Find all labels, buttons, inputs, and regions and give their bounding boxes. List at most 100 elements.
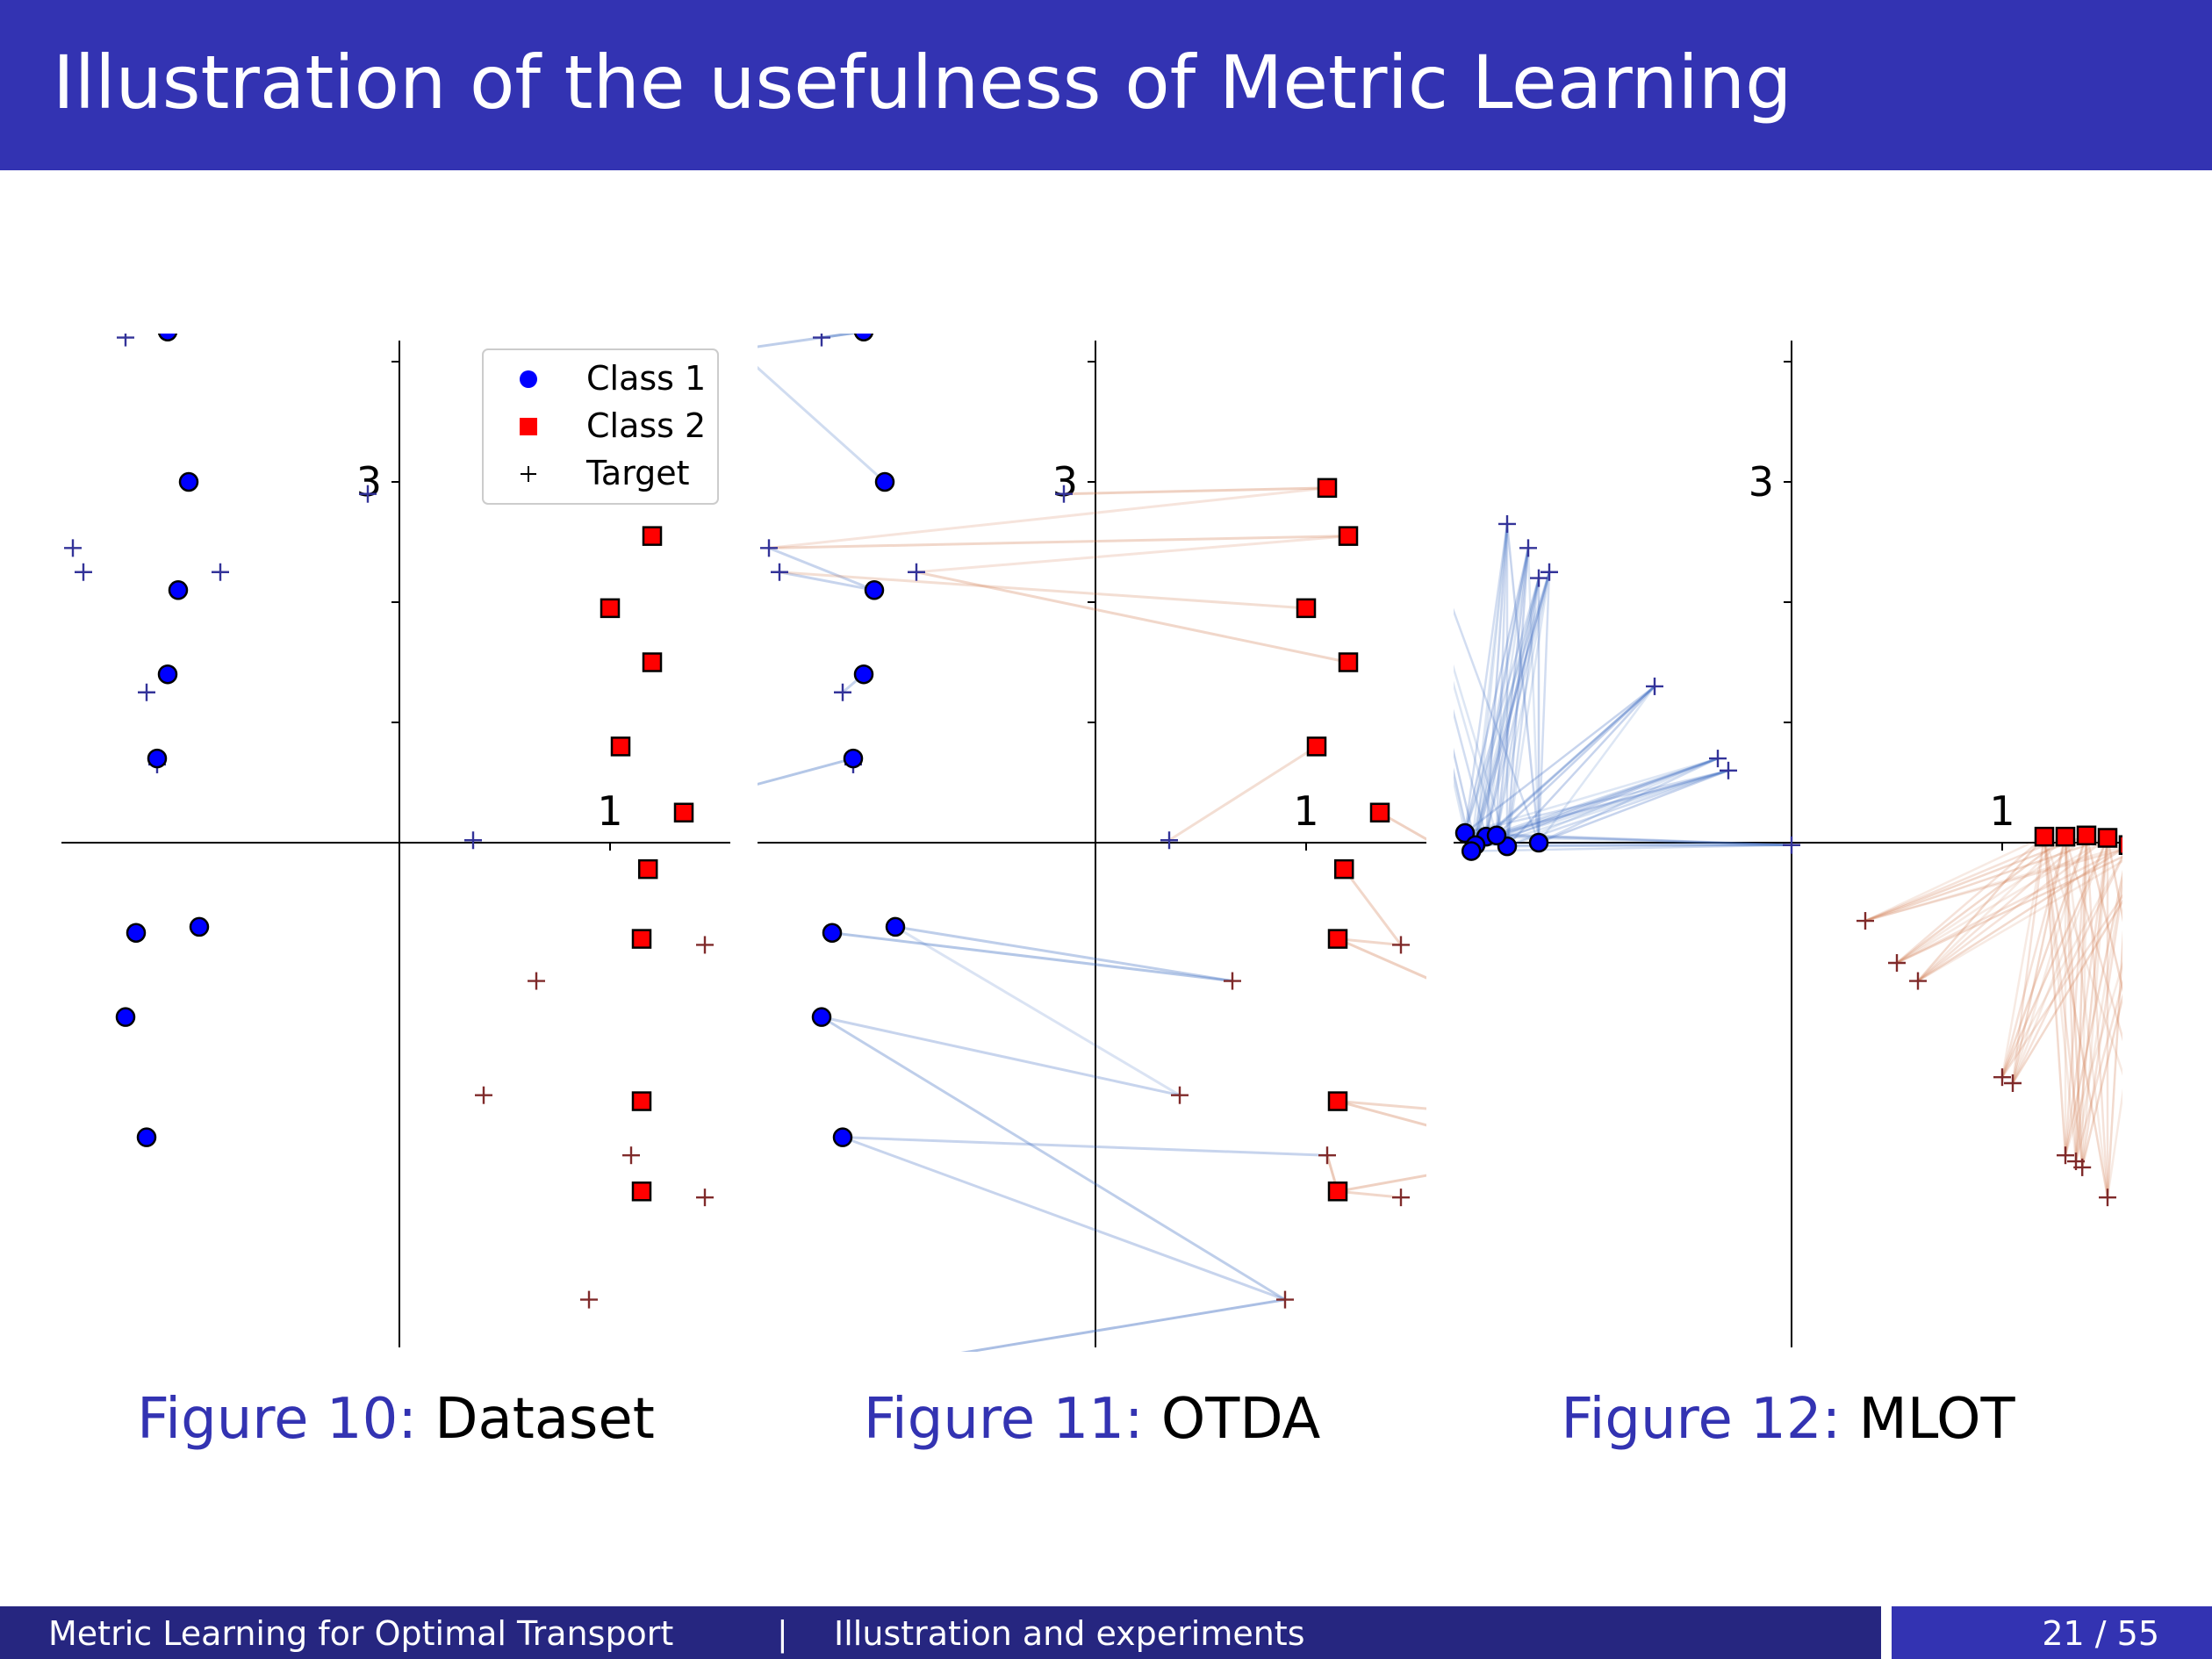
y-tick-label: 3 xyxy=(356,458,382,506)
caption-figure-10: Figure 10: Dataset xyxy=(61,1387,730,1452)
transport-link xyxy=(1864,845,2122,923)
transport-link xyxy=(768,546,875,592)
target-point xyxy=(1720,761,1737,779)
transport-link xyxy=(1471,844,1792,852)
target-point xyxy=(1498,514,1516,533)
class1-point xyxy=(1528,832,1549,853)
target-point xyxy=(1160,831,1178,850)
legend-class2-label: Class 2 xyxy=(586,406,706,445)
target-point xyxy=(117,334,134,347)
target-point xyxy=(1646,677,1663,695)
transport-link xyxy=(1168,745,1318,842)
target-point xyxy=(1224,972,1241,990)
transport-link xyxy=(1864,836,2045,923)
transport-link xyxy=(1495,571,1551,837)
transport-link xyxy=(1337,1100,1426,1110)
footer-right-bar: 21 / 55 xyxy=(1892,1606,2212,1659)
transport-link xyxy=(1474,578,1540,846)
transport-link xyxy=(821,1016,1181,1097)
transport-link xyxy=(1454,607,1540,844)
transport-link xyxy=(1485,685,1655,838)
transport-link xyxy=(1337,937,1402,946)
transport-link xyxy=(2085,835,2109,1198)
target-point xyxy=(1888,954,1906,972)
class1-point xyxy=(832,1127,853,1147)
transport-link xyxy=(1474,548,1530,845)
transport-link xyxy=(1454,680,1498,837)
transport-link xyxy=(758,757,854,786)
class1-point xyxy=(811,1007,832,1027)
transport-link xyxy=(1469,548,1530,851)
transport-link xyxy=(1506,769,1729,848)
target-point xyxy=(1540,563,1558,581)
transport-link xyxy=(2011,837,2109,1084)
class2-point xyxy=(637,858,658,880)
class2-point xyxy=(1338,652,1359,672)
legend: Class 1 Class 2 Target xyxy=(482,348,719,505)
transport-link xyxy=(1864,834,2087,923)
transport-link xyxy=(1337,937,1426,980)
caption-label: Figure 11: xyxy=(863,1387,1144,1452)
transport-link xyxy=(2000,836,2067,1078)
target-point xyxy=(1993,1068,2011,1087)
caption-label: Figure 10: xyxy=(137,1387,417,1452)
transport-link xyxy=(2064,835,2088,1156)
transport-link xyxy=(1538,757,1719,844)
figure-dataset-plot: 3 1 Class 1 Class 2 Target xyxy=(61,334,730,1352)
legend-target-label: Target xyxy=(585,454,690,492)
transport-link xyxy=(1896,846,2122,965)
class2-point xyxy=(2097,828,2118,848)
transport-link xyxy=(2074,835,2088,1162)
class1-point xyxy=(178,471,199,492)
target-point xyxy=(1530,569,1548,587)
class1-point xyxy=(864,580,885,600)
target-point xyxy=(475,1086,492,1104)
class1-point xyxy=(189,916,210,937)
transport-link xyxy=(1469,571,1551,851)
class1-point xyxy=(822,923,843,943)
class2-point xyxy=(2076,825,2097,846)
class1-point xyxy=(126,923,147,943)
class1-point xyxy=(874,471,895,492)
transport-link xyxy=(1454,664,1509,847)
class1-point xyxy=(136,1127,157,1147)
transport-link xyxy=(2011,836,2046,1084)
transport-link xyxy=(2000,837,2109,1078)
transport-link xyxy=(2064,960,2122,1156)
class1-point xyxy=(1461,841,1482,861)
transport-link xyxy=(1484,523,1509,837)
transport-link xyxy=(1506,757,1719,848)
caption-name: Dataset xyxy=(434,1387,655,1452)
transport-link xyxy=(1537,686,1656,844)
class2-point xyxy=(673,802,694,822)
transport-link xyxy=(1537,571,1551,844)
transport-link xyxy=(758,334,859,348)
target-point xyxy=(2073,1158,2092,1176)
class2-point xyxy=(631,929,652,949)
transport-link xyxy=(2011,836,2067,1084)
class1-point xyxy=(168,580,189,600)
transport-link xyxy=(2064,869,2122,1156)
transport-link xyxy=(1864,837,2108,923)
class2-point xyxy=(1338,526,1359,546)
x-tick-label: 1 xyxy=(1989,787,2014,835)
legend-class2-marker xyxy=(520,418,537,435)
target-point xyxy=(1276,1290,1294,1309)
transport-link xyxy=(1470,757,1719,852)
transport-link xyxy=(2011,855,2122,1084)
transport-link xyxy=(1470,685,1655,852)
transport-link xyxy=(1896,836,2066,965)
y-tick-label: 3 xyxy=(1052,458,1078,506)
otda-chart: 31 xyxy=(758,334,1426,1352)
transport-link xyxy=(1464,769,1729,835)
target-point xyxy=(2099,1189,2116,1207)
footer-section: Illustration and experiments xyxy=(834,1614,1305,1653)
target-point xyxy=(464,831,482,850)
transport-link xyxy=(2106,929,2122,1198)
transport-link xyxy=(1506,686,1655,847)
target-point xyxy=(528,972,545,990)
transport-link xyxy=(1475,757,1719,846)
transport-link xyxy=(2043,837,2078,1162)
transport-link xyxy=(1464,757,1719,835)
